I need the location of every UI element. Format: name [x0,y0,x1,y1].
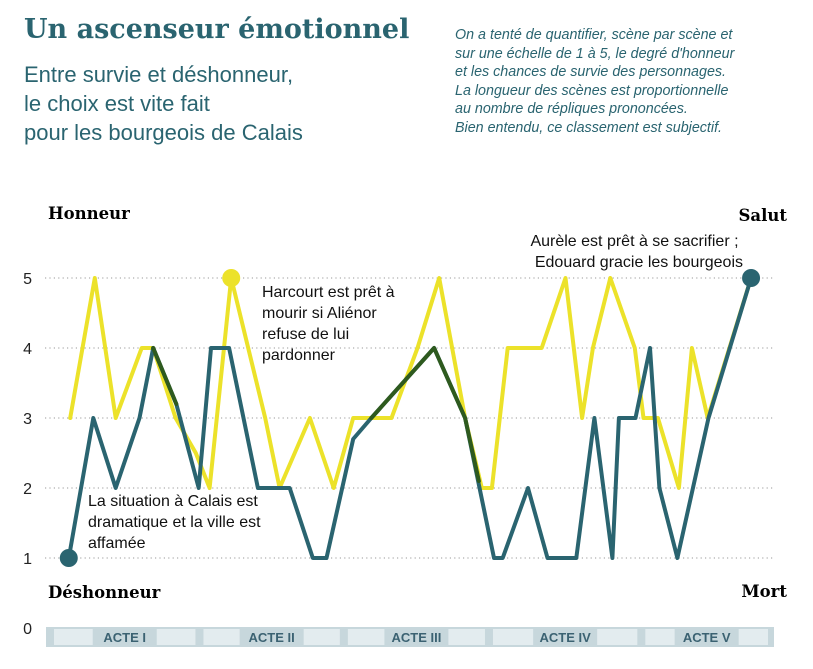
salut-marker [742,269,761,287]
overlap-line [369,346,481,483]
intro-line: Bien entendu, ce classement est subjecti… [455,119,723,136]
right-axis-bottom-label: Mort [741,582,787,601]
left-axis-bottom-label: Déshonneur [48,583,161,602]
intro-line: La longueur des scènes est proportionnel… [455,82,729,99]
annotation-line: mourir si Aliénor [262,305,377,322]
annotation-line: La situation à Calais est [88,493,258,510]
act-label: ACTE V [683,630,731,645]
y-tick-label: 1 [23,551,32,568]
salut-marker [59,549,78,567]
honneur-marker [222,269,241,287]
overlap-line [151,346,179,406]
act-label-box [92,628,157,646]
act-label-box [384,628,449,646]
act-label: ACTE I [103,630,146,645]
act-label: ACTE III [391,630,441,645]
subtitle-line: pour les bourgeois de Calais [24,120,303,145]
y-tick-label: 2 [23,481,32,498]
right-axis-top-label: Salut [739,206,788,225]
series-markers [59,269,761,567]
annotation-line: dramatique et la ville est [88,514,261,531]
annotation-harcourt: Harcourt est prêt à mourir si Aliénor re… [262,284,399,364]
act-label-box [674,628,739,646]
chart-title: Un ascenseur émotionnel [24,14,410,45]
y-tick-label: 4 [23,341,32,358]
intro-line: On a tenté de quantifier, scène par scèn… [455,27,733,43]
intro-line: au nombre de répliques prononcées. [455,101,688,118]
y-tick-label: 3 [23,411,32,428]
annotation-calais: La situation à Calais est dramatique et … [88,493,265,552]
left-axis-top-label: Honneur [48,204,130,223]
annotation-line: pardonner [262,347,336,364]
annotation-line: Harcourt est prêt à [262,284,395,301]
annotation-line: Aurèle est prêt à se sacrifier ; [530,233,738,250]
annotation-aurele: Aurèle est prêt à se sacrifier ; Edouard… [530,233,743,271]
annotation-line: refuse de lui [262,326,349,343]
series-lines [66,276,754,560]
y-axis-ticks: 0 1 2 3 4 5 [23,271,32,638]
annotation-line: Edouard gracie les bourgeois [535,254,743,271]
subtitle-line: Entre survie et déshonneur, [24,62,294,87]
intro-line: et les chances de survie des personnages… [455,64,727,81]
act-label: ACTE II [249,630,295,645]
act-label-box [239,628,304,646]
y-tick-label: 5 [23,271,32,288]
intro-text: On a tenté de quantifier, scène par scèn… [455,26,805,138]
honneur-line [68,276,754,490]
act-label-box [533,628,598,646]
y-tick-label: 0 [23,621,32,638]
annotation-line: affamée [88,535,146,552]
intro-line: sur une échelle de 1 à 5, le degré d'hon… [455,45,735,62]
chart-subtitle: Entre survie et déshonneur, le choix est… [24,60,424,147]
acts-bar: ACTE I ACTE II ACTE III ACTE IV ACTE V [46,627,774,647]
act-label: ACTE IV [539,630,591,645]
subtitle-line: le choix est vite fait [24,91,210,116]
